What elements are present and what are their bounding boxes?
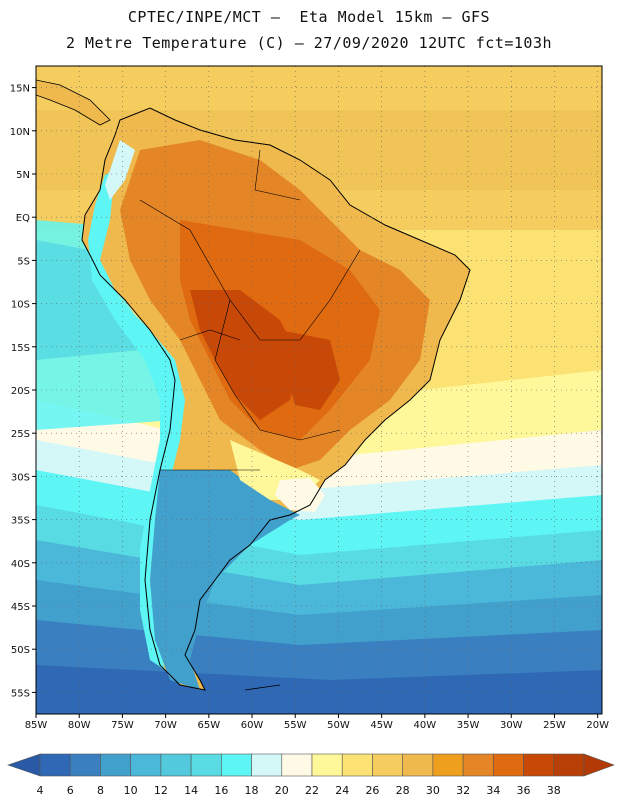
- pacific-cool-core: [36, 240, 140, 360]
- colorbar-box: [130, 753, 162, 777]
- land-hottest-zone-2: [280, 330, 340, 410]
- colorbar-label: 12: [154, 784, 168, 797]
- lat-tick-label: 15N: [10, 84, 30, 95]
- lon-tick-label: 45W: [370, 720, 393, 731]
- latitude-tick-labels: 15N 10N 5N EQ 5S 10S 15S 20S 25S 30S 35S 40S 45S 50S 5…: [10, 84, 30, 700]
- colorbar-box: [190, 753, 222, 777]
- lon-tick-label: 60W: [241, 720, 264, 731]
- colorbar-box: [553, 753, 585, 777]
- coastline: [81, 107, 471, 691]
- colorbar-label: 6: [67, 784, 74, 797]
- colorbar-box: [432, 753, 464, 777]
- lon-tick-label: 50W: [327, 720, 350, 731]
- colorbar-label: 26: [365, 784, 379, 797]
- colorbar-label: 36: [517, 784, 531, 797]
- lat-tick-label: 15S: [11, 343, 30, 354]
- title-line-1: CPTEC/INPE/MCT – Eta Model 15km – GFS: [127, 8, 491, 26]
- colorbar-label: 8: [97, 784, 104, 797]
- colorbar-label: 22: [305, 784, 319, 797]
- colorbar-box: [311, 753, 343, 777]
- colorbar-box: [251, 753, 283, 777]
- lon-tick-label: 20W: [586, 720, 609, 731]
- patagonia-cool: [150, 470, 300, 690]
- colorbar-box: [462, 753, 494, 777]
- lat-tick-label: 50S: [11, 645, 30, 656]
- rio-de-la-plata: [275, 478, 325, 512]
- country-borders: [139, 199, 361, 341]
- colorbar-box: [39, 753, 71, 777]
- colorbar-box: [372, 753, 403, 777]
- plot-frame: [35, 65, 603, 715]
- lon-tick-label: 30W: [500, 720, 523, 731]
- colorbar-box: [281, 753, 313, 777]
- lat-tick-label: 20S: [11, 386, 30, 397]
- colorbar: [7, 753, 615, 777]
- colorbar-box: [493, 753, 524, 777]
- lon-tick-label: 35W: [457, 720, 480, 731]
- central-america: [36, 80, 110, 125]
- lat-tick-label: 30S: [11, 472, 30, 483]
- colorbar-label: 20: [275, 784, 289, 797]
- colorbar-label: 4: [37, 784, 44, 797]
- colorbar-box: [221, 753, 252, 777]
- lat-tick-label: 35S: [11, 516, 30, 527]
- lon-tick-label: 55W: [284, 720, 307, 731]
- lon-tick-label: 40W: [414, 720, 437, 731]
- lat-tick-label: 55S: [11, 688, 30, 699]
- lat-tick-label: 25S: [11, 429, 30, 440]
- colorbar-label: 10: [124, 784, 138, 797]
- colorbar-label: 32: [456, 784, 470, 797]
- longitude-tick-labels: 85W 80W 75W 70W 65W 60W 55W 50W 45W 40W 35W 30W 25W 2…: [25, 720, 609, 731]
- lat-tick-label: 40S: [11, 559, 30, 570]
- colorbar-label: 18: [245, 784, 259, 797]
- colorbar-box: [100, 753, 131, 777]
- land-hottest-zone: [190, 290, 300, 420]
- lat-tick-label: 10S: [11, 300, 30, 311]
- lat-tick-label: 45S: [11, 602, 30, 613]
- title-line-2: 2 Metre Temperature (C) – 27/09/2020 12U…: [65, 34, 553, 52]
- colorbar-box: [69, 753, 101, 777]
- lon-tick-label: 85W: [25, 720, 48, 731]
- colorbar-label: 24: [335, 784, 349, 797]
- colorbar-label: 14: [184, 784, 198, 797]
- colorbar-box: [341, 753, 373, 777]
- lon-tick-label: 25W: [543, 720, 566, 731]
- colorbar-label: 34: [486, 784, 500, 797]
- colorbar-box: [402, 753, 434, 777]
- lon-tick-label: 70W: [154, 720, 177, 731]
- map-field: [36, 66, 602, 714]
- colorbar-label: 30: [426, 784, 440, 797]
- colorbar-label: 28: [396, 784, 410, 797]
- colorbar-label: 38: [547, 784, 561, 797]
- lat-tick-label: 5N: [16, 170, 30, 181]
- andes-cold-strip: [88, 170, 185, 670]
- colorbar-over-arrow: [583, 753, 615, 777]
- colorbar-box: [523, 753, 555, 777]
- colombia-highlands: [105, 140, 135, 200]
- colorbar-label: 16: [214, 784, 228, 797]
- lon-tick-label: 80W: [68, 720, 91, 731]
- colorbar-labels: 4 6 8 10 12 14 16 18 20 22 24 26 28 30 32 34 36 38: [37, 784, 561, 797]
- lon-tick-label: 65W: [198, 720, 221, 731]
- lat-tick-label: 10N: [10, 127, 30, 138]
- colorbar-under-arrow: [7, 753, 41, 777]
- lat-tick-label: 5S: [17, 256, 30, 267]
- lat-lon-grid: [32, 66, 602, 718]
- lon-tick-label: 75W: [111, 720, 134, 731]
- colorbar-box: [160, 753, 192, 777]
- lat-tick-label: EQ: [16, 213, 30, 224]
